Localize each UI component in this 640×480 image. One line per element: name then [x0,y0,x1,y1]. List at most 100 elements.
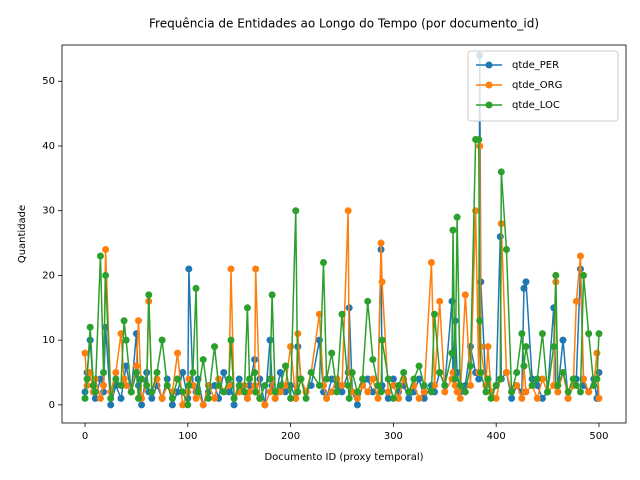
point [456,394,464,402]
point [593,375,601,383]
point [271,394,279,402]
point [400,369,408,377]
point [292,207,300,215]
point [520,284,528,292]
point [112,375,120,383]
point [243,304,251,312]
point [91,388,99,396]
point [145,291,153,299]
point [268,291,276,299]
point [344,381,352,389]
point [281,362,289,370]
point [431,381,439,389]
point [204,394,212,402]
point [132,362,140,370]
point [294,388,302,396]
point [585,388,593,396]
point [395,394,403,402]
point [261,401,269,409]
point [576,388,584,396]
point [148,394,156,402]
point [112,369,120,377]
point [572,297,580,305]
point [477,369,485,377]
point [420,388,428,396]
point [143,381,151,389]
point [522,278,530,286]
point [102,271,110,279]
point [307,369,315,377]
point [220,388,228,396]
plot-frame [61,44,627,424]
point [323,394,331,402]
point [266,336,274,344]
point [158,336,166,344]
point [235,381,243,389]
point [102,246,110,254]
point [174,375,182,383]
point [522,343,530,351]
point [528,381,536,389]
x-tick-label: 0 [82,431,88,442]
point [179,388,187,396]
point [348,369,356,377]
point [158,394,166,402]
point [369,375,377,383]
legend: qtde_PER qtde_ORG qtde_LOC [467,50,619,122]
point [122,336,130,344]
y-tick-label: 20 [42,270,55,281]
point [410,375,418,383]
x-tick-label: 500 [589,431,608,442]
point [179,369,187,377]
point [315,381,323,389]
point [287,394,295,402]
point [441,381,449,389]
point [472,207,480,215]
point [81,349,89,357]
point [251,369,259,377]
point [364,388,372,396]
point [496,375,504,383]
point [564,388,572,396]
point [595,394,603,402]
point [369,356,377,364]
point [533,381,541,389]
point [194,388,202,396]
point [315,336,323,344]
point [276,381,284,389]
point [369,388,377,396]
point [544,388,552,396]
point [184,401,192,409]
point [552,271,560,279]
point [328,349,336,357]
point [86,323,94,331]
point [475,375,483,383]
point [580,271,588,279]
point [319,258,327,266]
point [227,265,235,273]
point [256,394,264,402]
point [323,375,331,383]
point [225,388,233,396]
point [353,394,361,402]
point [345,394,353,402]
legend-marker [485,81,493,89]
point [328,375,336,383]
point [508,388,516,396]
point [513,381,521,389]
point [420,381,428,389]
point [476,317,484,325]
point [431,310,439,318]
y-axis-label: Quantidade [17,205,28,263]
point [405,394,413,402]
point [96,375,104,383]
chart-title: Frequência de Entidades ao Longo do Temp… [149,17,539,31]
y-tick-label: 0 [49,400,55,411]
point [107,394,115,402]
y-tick-label: 40 [42,141,55,152]
point [538,330,546,338]
point [415,362,423,370]
legend-marker [485,61,493,69]
x-tick-label: 400 [487,431,506,442]
point [132,369,140,377]
